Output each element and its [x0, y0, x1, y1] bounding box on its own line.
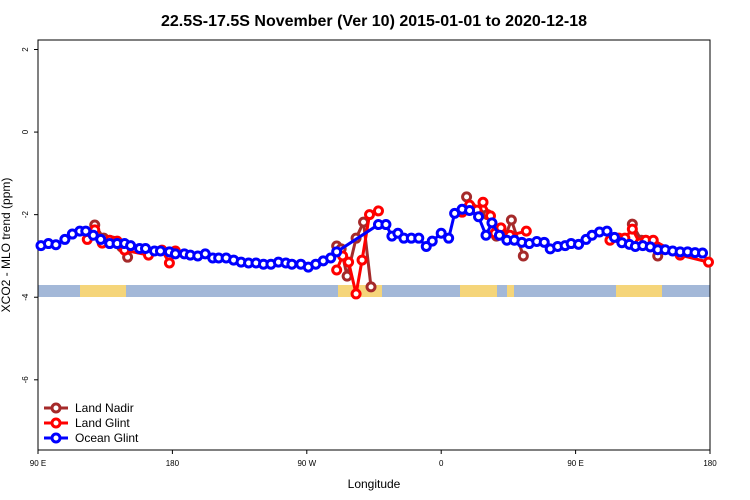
land-patch — [460, 285, 497, 297]
data-point — [154, 245, 166, 257]
land-patch — [507, 285, 514, 297]
x-tick-label: 180 — [166, 459, 180, 468]
data-point — [59, 233, 71, 245]
data-point — [538, 236, 550, 248]
legend-label: Ocean Glint — [75, 431, 139, 445]
y-tick-label: 0 — [21, 129, 30, 134]
data-point — [380, 219, 392, 231]
data-point — [163, 257, 175, 269]
y-tick-label: 2 — [21, 47, 30, 52]
data-point — [697, 247, 709, 259]
x-tick-label: 90 E — [30, 459, 46, 468]
data-point — [413, 232, 425, 244]
legend-label: Land Glint — [75, 416, 130, 430]
data-point — [601, 225, 613, 237]
data-point — [464, 205, 476, 217]
data-point — [608, 231, 620, 243]
data-point — [517, 250, 529, 262]
x-tick-label: 180 — [703, 459, 717, 468]
data-point — [477, 196, 489, 208]
data-point — [50, 239, 62, 251]
x-tick-label: 90 W — [297, 459, 316, 468]
y-tick-label: -2 — [21, 211, 30, 219]
data-point — [626, 223, 638, 235]
data-point — [426, 235, 438, 247]
data-point — [473, 211, 485, 223]
data-point — [364, 209, 376, 221]
data-point — [95, 233, 107, 245]
data-point — [486, 217, 498, 229]
data-point — [125, 240, 137, 252]
land-patch — [616, 285, 662, 297]
data-point — [325, 252, 337, 264]
y-tick-label: -4 — [21, 293, 30, 301]
data-point — [331, 264, 343, 276]
data-point — [343, 256, 355, 268]
data-point — [480, 229, 492, 241]
legend-marker — [50, 402, 62, 414]
data-point — [505, 214, 517, 226]
data-point — [350, 288, 362, 300]
data-point — [703, 256, 715, 268]
series-line — [86, 199, 709, 295]
data-point — [493, 229, 505, 241]
y-axis-label: XCO2 - MLO trend (ppm) — [0, 178, 13, 313]
data-point — [435, 227, 447, 239]
data-point — [573, 238, 585, 250]
data-point — [140, 243, 152, 255]
legend-label: Land Nadir — [75, 401, 134, 415]
data-point — [443, 232, 455, 244]
chart-title: 22.5S-17.5S November (Ver 10) 2015-01-01… — [161, 13, 587, 30]
data-point — [356, 254, 368, 266]
data-point — [520, 225, 532, 237]
legend-marker — [50, 432, 62, 444]
data-point — [169, 248, 181, 260]
data-point — [365, 281, 377, 293]
x-tick-label: 0 — [439, 459, 444, 468]
legend-marker — [50, 417, 62, 429]
x-axis-label: Longitude — [348, 477, 401, 491]
y-tick-label: -6 — [21, 376, 30, 384]
data-point — [372, 205, 384, 217]
land-patch — [80, 285, 126, 297]
data-point — [331, 246, 343, 258]
x-tick-label: 90 E — [567, 459, 583, 468]
data-point — [286, 258, 298, 270]
